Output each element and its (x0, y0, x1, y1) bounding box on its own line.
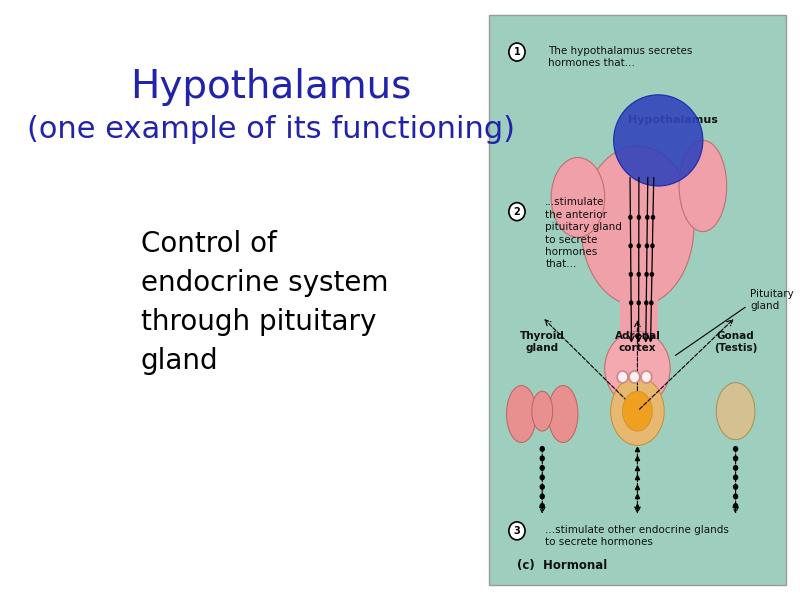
Circle shape (539, 455, 545, 461)
Text: 2: 2 (514, 206, 520, 217)
Circle shape (644, 301, 649, 305)
Circle shape (645, 244, 650, 248)
Circle shape (733, 484, 738, 490)
Circle shape (539, 475, 545, 481)
Text: ...stimulate other endocrine glands
to secrete hormones: ...stimulate other endocrine glands to s… (546, 525, 729, 547)
Text: The hypothalamus secretes
hormones that...: The hypothalamus secretes hormones that.… (548, 46, 693, 68)
Circle shape (645, 215, 650, 220)
Circle shape (733, 503, 738, 509)
Circle shape (733, 475, 738, 481)
Ellipse shape (532, 391, 553, 431)
Circle shape (539, 484, 545, 490)
Ellipse shape (548, 385, 578, 443)
Circle shape (733, 493, 738, 499)
Bar (619, 254, 658, 357)
Circle shape (733, 446, 738, 452)
Text: Hypothalamus: Hypothalamus (130, 68, 412, 106)
Ellipse shape (551, 157, 605, 237)
Circle shape (539, 465, 545, 471)
Text: Hypothalamus: Hypothalamus (628, 115, 718, 125)
Ellipse shape (614, 95, 703, 186)
Text: (c)  Hormonal: (c) Hormonal (517, 559, 607, 572)
Circle shape (650, 244, 654, 248)
Circle shape (539, 493, 545, 499)
Circle shape (539, 446, 545, 452)
Circle shape (629, 272, 633, 277)
Ellipse shape (581, 146, 694, 305)
Circle shape (644, 272, 649, 277)
Circle shape (637, 244, 641, 248)
Ellipse shape (506, 385, 536, 443)
Circle shape (509, 43, 525, 61)
Text: 3: 3 (514, 526, 520, 536)
Text: Adrenal
cortex: Adrenal cortex (614, 331, 660, 353)
Circle shape (637, 215, 641, 220)
Text: Gonad
(Testis): Gonad (Testis) (714, 331, 758, 353)
Text: (one example of its functioning): (one example of its functioning) (27, 115, 515, 144)
Circle shape (617, 371, 628, 383)
Circle shape (649, 301, 654, 305)
Circle shape (628, 244, 633, 248)
Ellipse shape (679, 140, 726, 232)
Text: 1: 1 (514, 47, 520, 57)
Text: Control of
endocrine system
through pituitary
gland: Control of endocrine system through pitu… (141, 230, 389, 375)
Circle shape (509, 203, 525, 221)
Ellipse shape (622, 391, 652, 431)
Circle shape (629, 371, 640, 383)
Circle shape (733, 455, 738, 461)
Bar (489, 15, 786, 585)
Circle shape (650, 272, 654, 277)
Circle shape (509, 522, 525, 540)
Circle shape (637, 272, 641, 277)
Circle shape (733, 465, 738, 471)
Text: Pituitary
gland: Pituitary gland (750, 289, 794, 311)
Circle shape (650, 215, 655, 220)
Circle shape (539, 503, 545, 509)
Ellipse shape (610, 377, 664, 445)
Circle shape (637, 301, 641, 305)
Text: ...stimulate
the anterior
pituitary gland
to secrete
hormones
that...: ...stimulate the anterior pituitary glan… (546, 197, 622, 269)
Ellipse shape (716, 383, 755, 440)
Circle shape (628, 215, 633, 220)
Circle shape (629, 301, 634, 305)
Ellipse shape (605, 331, 670, 406)
Circle shape (641, 371, 652, 383)
Text: Thyroid
gland: Thyroid gland (520, 331, 565, 353)
